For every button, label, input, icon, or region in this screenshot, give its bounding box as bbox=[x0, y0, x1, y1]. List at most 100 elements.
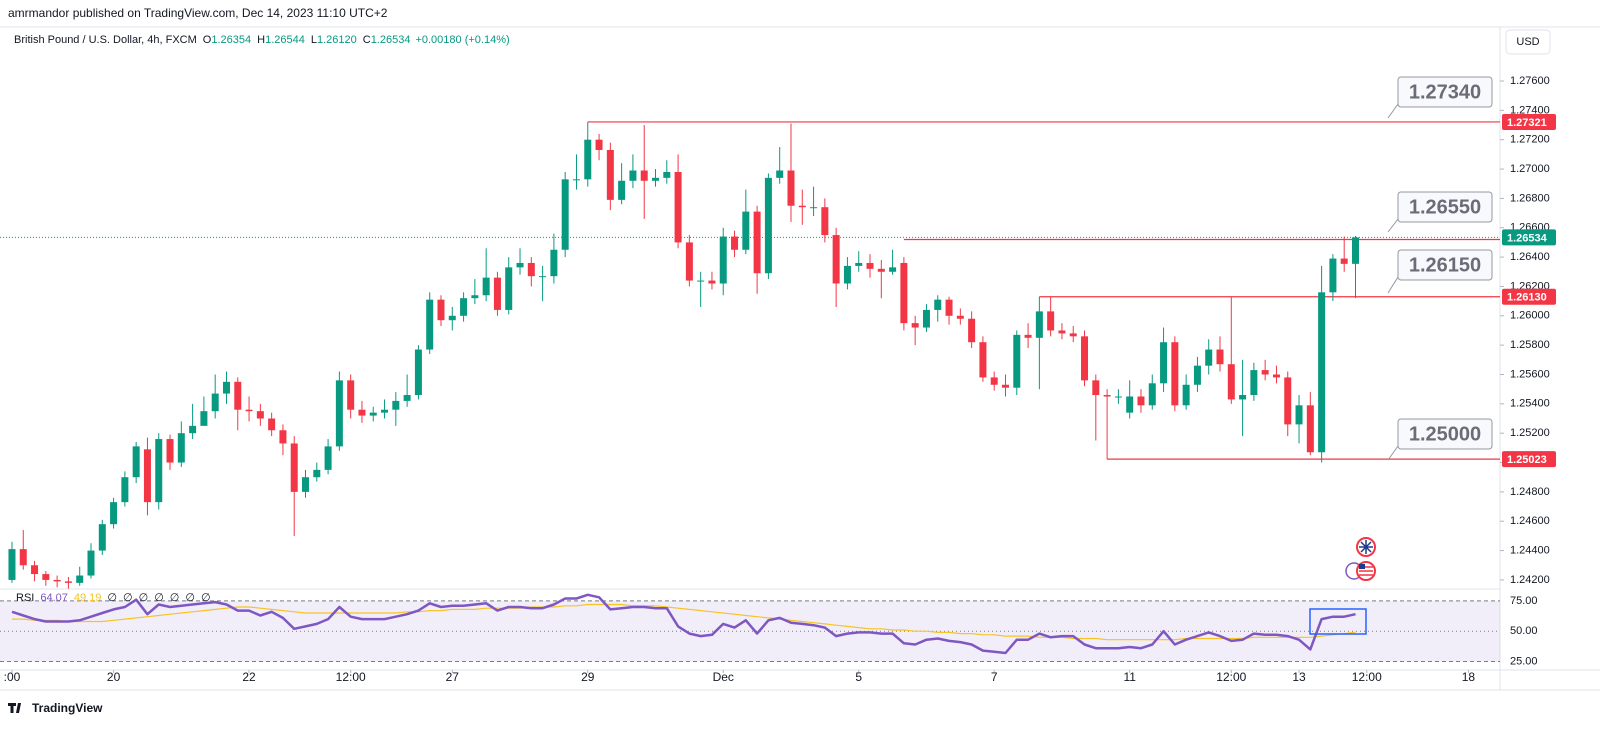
gb-flag-cross bbox=[1359, 540, 1373, 554]
candle-body bbox=[200, 411, 208, 426]
ohlc-key: L bbox=[311, 34, 317, 46]
rsi-tick-label: 75.00 bbox=[1510, 595, 1538, 607]
rsi-legend-value: 64.07 bbox=[40, 592, 68, 604]
x-tick-label: 18 bbox=[1462, 670, 1476, 684]
candle-body bbox=[1205, 349, 1213, 366]
callout-pointer bbox=[1387, 218, 1399, 233]
candle-body bbox=[211, 393, 219, 412]
candle-body bbox=[572, 179, 580, 181]
currency-button[interactable] bbox=[1505, 29, 1551, 55]
callout-text: 1.25000 bbox=[1409, 423, 1481, 445]
candle-body bbox=[866, 262, 874, 269]
x-tick-label: 12:00 bbox=[336, 670, 366, 684]
candle-body bbox=[674, 171, 682, 243]
candle-body bbox=[279, 430, 287, 444]
candle-body bbox=[403, 395, 411, 401]
rsi-legend-value: ∅ bbox=[170, 592, 180, 604]
candle-body bbox=[482, 277, 490, 296]
y-tick-label: 1.25800 bbox=[1510, 339, 1550, 351]
candle-body bbox=[776, 170, 784, 178]
rsi-legend-value: ∅ bbox=[123, 592, 133, 604]
candle-body bbox=[132, 446, 140, 478]
candle-body bbox=[922, 309, 930, 328]
candle-body bbox=[1284, 377, 1292, 425]
candle-body bbox=[1216, 349, 1224, 365]
candle-body bbox=[1261, 370, 1269, 375]
candle-body bbox=[42, 574, 50, 580]
symbol-name: British Pound / U.S. Dollar, 4h, FXCM bbox=[14, 34, 197, 46]
candle-body bbox=[584, 139, 592, 180]
price-change: +0.00180 (+0.14%) bbox=[415, 34, 509, 46]
rsi-legend-value: ∅ bbox=[185, 592, 195, 604]
x-tick-label: 27 bbox=[446, 670, 460, 684]
candle-body bbox=[448, 315, 456, 321]
currency-label[interactable]: USD bbox=[1516, 36, 1539, 48]
candle-body bbox=[143, 449, 151, 503]
rsi-legend: RSI 64.07 49.19 ∅ ∅ ∅ ∅ ∅ ∅ ∅ bbox=[16, 592, 211, 604]
candle-body bbox=[539, 276, 547, 278]
y-tick-label: 1.25200 bbox=[1510, 427, 1550, 439]
rsi-ma-line bbox=[12, 603, 1356, 641]
candle-body bbox=[1272, 374, 1280, 378]
candle-body bbox=[1171, 342, 1179, 406]
candle-body bbox=[1058, 330, 1066, 334]
candle-body bbox=[471, 295, 479, 299]
rsi-tick-label: 50.00 bbox=[1510, 625, 1538, 637]
rsi-tick-label: 25.00 bbox=[1510, 655, 1538, 667]
candle-body bbox=[595, 139, 603, 150]
price-axis-label-box bbox=[1502, 288, 1556, 305]
rsi-line bbox=[11, 593, 1356, 655]
candle-body bbox=[685, 242, 693, 281]
candle-body bbox=[1137, 396, 1145, 406]
candle-body bbox=[369, 412, 377, 416]
x-tick-label: Dec bbox=[713, 670, 734, 684]
candle-body bbox=[177, 433, 185, 463]
ohlc-value: 1.26544 bbox=[265, 34, 305, 46]
candle-body bbox=[877, 268, 885, 272]
ohlc-key: H bbox=[257, 34, 265, 46]
candle-body bbox=[911, 323, 919, 328]
candle-body bbox=[697, 280, 705, 282]
y-tick-label: 1.26400 bbox=[1510, 251, 1550, 263]
x-tick-label: 13 bbox=[1292, 670, 1306, 684]
x-tick-label: 20 bbox=[107, 670, 121, 684]
x-tick-label: 7 bbox=[991, 670, 998, 684]
candle-body bbox=[843, 265, 851, 284]
candle-body bbox=[1329, 258, 1337, 293]
candle-body bbox=[810, 207, 818, 209]
candle-body bbox=[437, 299, 445, 321]
price-axis-label-box bbox=[1502, 451, 1556, 468]
candle-body bbox=[290, 443, 298, 492]
y-tick-label: 1.27400 bbox=[1510, 104, 1550, 116]
candle-body bbox=[832, 235, 840, 284]
candle-body bbox=[719, 236, 727, 284]
candle-body bbox=[753, 211, 761, 274]
y-tick-label: 1.24200 bbox=[1510, 574, 1550, 586]
candle-body bbox=[493, 277, 501, 310]
symbol-info: British Pound / U.S. Dollar, 4h, FXCM O1.… bbox=[14, 34, 510, 46]
candle-body bbox=[1035, 311, 1043, 338]
candle-body bbox=[313, 469, 321, 478]
candle-body bbox=[121, 477, 129, 503]
callout-pointer bbox=[1387, 445, 1399, 461]
candle-body bbox=[527, 262, 535, 277]
x-tick-label: 5 bbox=[855, 670, 862, 684]
y-tick-label: 1.27200 bbox=[1510, 134, 1550, 146]
candle-body bbox=[956, 315, 964, 319]
candle-body bbox=[1306, 405, 1314, 453]
candle-body bbox=[166, 439, 174, 463]
candle-body bbox=[550, 249, 558, 277]
candle-body bbox=[1069, 333, 1077, 337]
x-tick-label: 12:00 bbox=[1216, 670, 1246, 684]
candle-body bbox=[1013, 334, 1021, 388]
candle-body bbox=[606, 149, 614, 200]
candle-body bbox=[64, 581, 72, 583]
ohlc-value: 1.26534 bbox=[371, 34, 411, 46]
ohlc-key: C bbox=[363, 34, 371, 46]
highlight-box bbox=[1309, 608, 1367, 635]
candle-body bbox=[731, 236, 739, 250]
x-tick-label: 22 bbox=[242, 670, 256, 684]
published-by: amrmandor published on TradingView.com, … bbox=[8, 6, 388, 20]
rsi-legend-value: ∅ bbox=[154, 592, 164, 604]
